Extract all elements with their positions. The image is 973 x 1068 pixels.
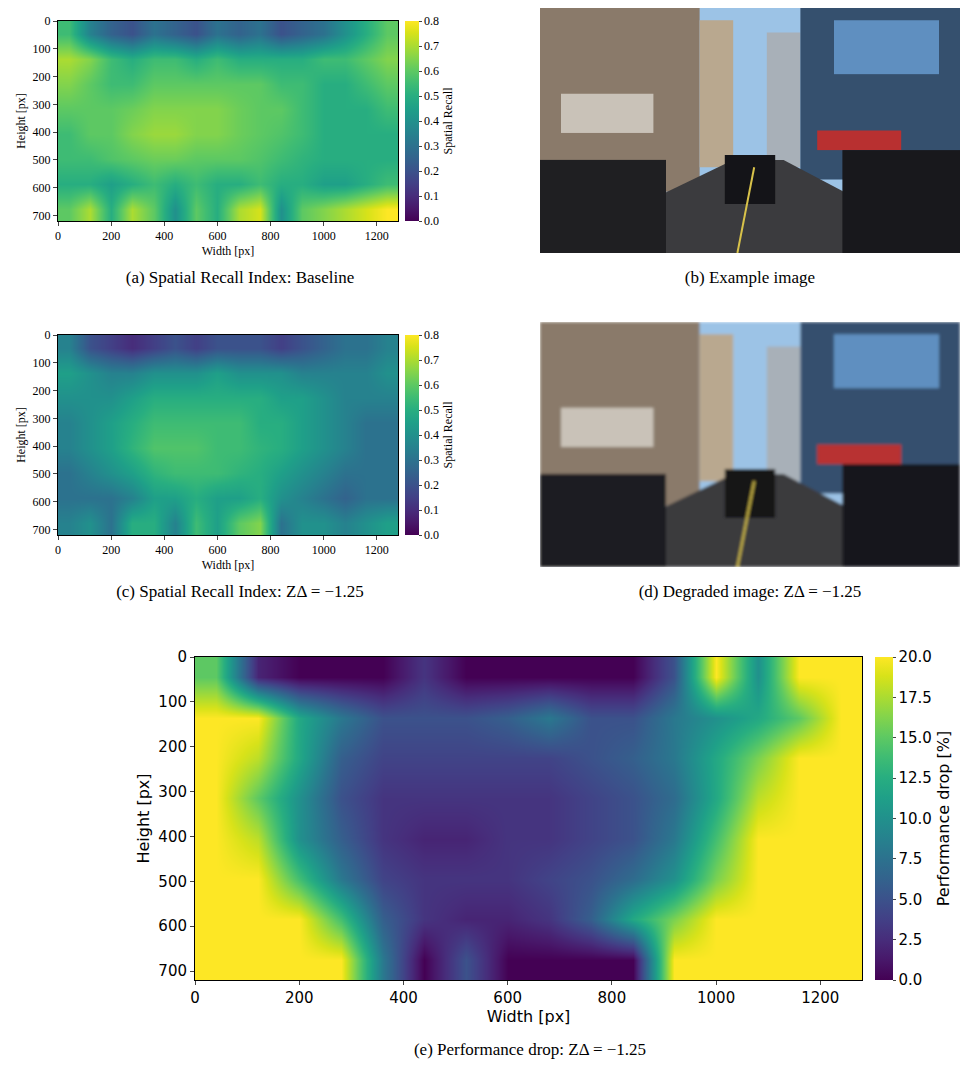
svg-text:500: 500 xyxy=(33,153,51,167)
svg-text:100: 100 xyxy=(33,356,51,370)
svg-text:700: 700 xyxy=(33,209,51,223)
svg-text:1000: 1000 xyxy=(312,229,336,243)
svg-text:600: 600 xyxy=(208,229,226,243)
svg-text:0: 0 xyxy=(55,229,61,243)
svg-text:500: 500 xyxy=(158,873,187,891)
svg-text:0: 0 xyxy=(177,648,187,666)
svg-text:300: 300 xyxy=(33,412,51,426)
svg-text:1200: 1200 xyxy=(801,989,839,1007)
svg-text:400: 400 xyxy=(155,543,173,557)
svg-text:800: 800 xyxy=(262,229,280,243)
svg-text:1200: 1200 xyxy=(365,543,389,557)
svg-text:Performance drop [%]: Performance drop [%] xyxy=(934,731,953,907)
svg-text:Height [px]: Height [px] xyxy=(14,407,28,463)
svg-text:0.2: 0.2 xyxy=(424,478,439,492)
svg-text:400: 400 xyxy=(155,229,173,243)
svg-text:200: 200 xyxy=(102,229,120,243)
svg-text:400: 400 xyxy=(33,125,51,139)
svg-text:600: 600 xyxy=(33,495,51,509)
svg-text:1200: 1200 xyxy=(365,229,389,243)
svg-text:12.5: 12.5 xyxy=(899,769,932,787)
svg-text:0.1: 0.1 xyxy=(424,189,439,203)
svg-text:Spatial Recall: Spatial Recall xyxy=(441,401,455,469)
svg-text:0.6: 0.6 xyxy=(424,378,439,392)
svg-text:Width [px]: Width [px] xyxy=(202,558,255,572)
svg-text:600: 600 xyxy=(33,181,51,195)
svg-text:100: 100 xyxy=(33,42,51,56)
svg-text:800: 800 xyxy=(598,989,627,1007)
svg-text:500: 500 xyxy=(33,467,51,481)
svg-text:0.7: 0.7 xyxy=(424,39,439,53)
html-text:(d) Degraded image: ZΔ = −1.25: (d) Degraded image: ZΔ = −1.25 xyxy=(638,582,862,601)
svg-text:Height [px]: Height [px] xyxy=(14,93,28,149)
svg-text:700: 700 xyxy=(33,523,51,537)
svg-text:0.7: 0.7 xyxy=(424,353,439,367)
svg-text:200: 200 xyxy=(33,70,51,84)
svg-text:600: 600 xyxy=(158,917,187,935)
svg-text:200: 200 xyxy=(33,384,51,398)
svg-text:0.0: 0.0 xyxy=(424,528,439,542)
html-text:(c) Spatial Recall Index: ZΔ =: (c) Spatial Recall Index: ZΔ = −1.25 xyxy=(116,582,364,601)
svg-text:2.5: 2.5 xyxy=(899,931,923,949)
svg-text:0: 0 xyxy=(45,328,51,342)
svg-text:0: 0 xyxy=(45,14,51,28)
html-text:(e) Performance drop: ZΔ = −1.: (e) Performance drop: ZΔ = −1.25 xyxy=(413,1040,647,1059)
svg-text:0.6: 0.6 xyxy=(424,64,439,78)
svg-text:1000: 1000 xyxy=(312,543,336,557)
svg-text:5.0: 5.0 xyxy=(899,891,923,909)
svg-text:Spatial Recall: Spatial Recall xyxy=(441,87,455,155)
svg-text:0.8: 0.8 xyxy=(424,14,439,28)
svg-text:200: 200 xyxy=(285,989,314,1007)
svg-text:0.1: 0.1 xyxy=(424,503,439,517)
svg-text:600: 600 xyxy=(208,543,226,557)
svg-text:0.0: 0.0 xyxy=(424,214,439,228)
svg-text:400: 400 xyxy=(158,828,187,846)
svg-text:0.2: 0.2 xyxy=(424,164,439,178)
svg-text:0.4: 0.4 xyxy=(424,428,439,442)
svg-text:0: 0 xyxy=(190,989,200,1007)
svg-text:7.5: 7.5 xyxy=(899,850,923,868)
svg-text:100: 100 xyxy=(158,693,187,711)
svg-text:0.5: 0.5 xyxy=(424,89,439,103)
svg-text:0.0: 0.0 xyxy=(899,971,923,989)
svg-text:17.5: 17.5 xyxy=(899,689,932,707)
svg-text:300: 300 xyxy=(158,783,187,801)
svg-text:1000: 1000 xyxy=(697,989,735,1007)
svg-text:0.3: 0.3 xyxy=(424,139,439,153)
svg-text:800: 800 xyxy=(262,543,280,557)
svg-text:400: 400 xyxy=(33,439,51,453)
html-text:(a) Spatial Recall Index: Base: (a) Spatial Recall Index: Baseline xyxy=(125,268,355,287)
svg-text:700: 700 xyxy=(158,962,187,980)
svg-text:0.5: 0.5 xyxy=(424,403,439,417)
svg-text:Width [px]: Width [px] xyxy=(487,1007,571,1026)
svg-text:Width [px]: Width [px] xyxy=(202,244,255,258)
svg-text:600: 600 xyxy=(493,989,522,1007)
svg-text:200: 200 xyxy=(158,738,187,756)
svg-text:0.3: 0.3 xyxy=(424,453,439,467)
html-text:(b) Example image: (b) Example image xyxy=(684,268,816,287)
svg-text:10.0: 10.0 xyxy=(899,810,932,828)
svg-text:0.8: 0.8 xyxy=(424,328,439,342)
svg-text:0.4: 0.4 xyxy=(424,114,439,128)
svg-text:0: 0 xyxy=(55,543,61,557)
svg-text:200: 200 xyxy=(102,543,120,557)
svg-text:15.0: 15.0 xyxy=(899,729,932,747)
svg-text:Height [px]: Height [px] xyxy=(134,773,153,863)
svg-text:300: 300 xyxy=(33,98,51,112)
svg-text:400: 400 xyxy=(389,989,418,1007)
svg-text:20.0: 20.0 xyxy=(899,648,932,666)
